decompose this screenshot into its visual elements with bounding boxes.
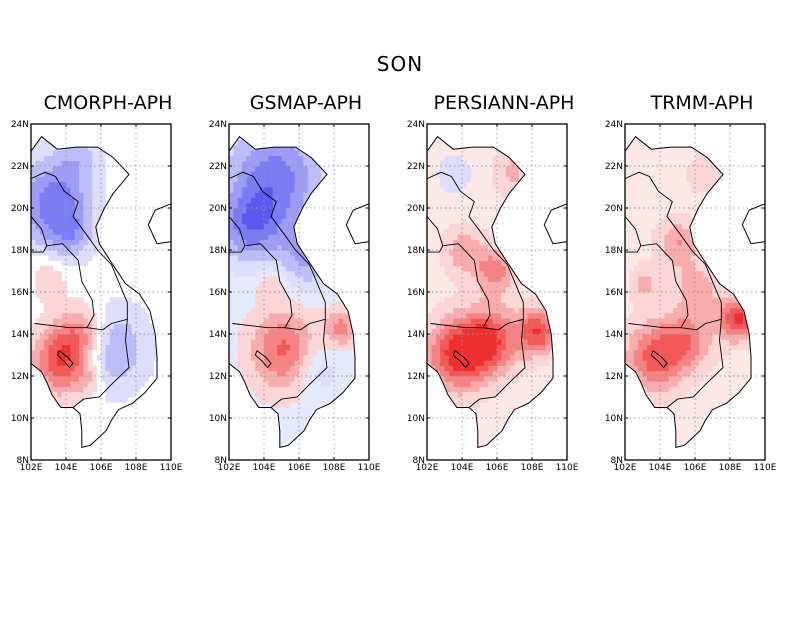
lat-tick-label: 8N xyxy=(215,456,227,466)
lat-tick-label: 10N xyxy=(209,414,227,424)
country-border xyxy=(624,171,724,408)
country-border xyxy=(625,245,642,253)
lon-tick-label: 104E xyxy=(451,463,474,473)
lat-tick-label: 18N xyxy=(209,246,227,256)
country-border xyxy=(31,245,48,253)
lon-tick-label: 106E xyxy=(90,463,113,473)
figure-title: SON xyxy=(376,52,424,76)
lat-tick-label: 16N xyxy=(11,288,29,298)
country-border xyxy=(30,216,95,328)
map-panel-trmm: TRMM-APH 8N 10N 12N 14N 16N 18N 20N 22N 24N 102E 1… xyxy=(605,90,792,480)
panel-title: TRMM-APH xyxy=(650,92,754,114)
lon-tick-label: 108E xyxy=(125,463,148,473)
coastline xyxy=(228,135,356,449)
lat-tick-label: 8N xyxy=(611,456,623,466)
panel-title: GSMAP-APH xyxy=(249,92,363,114)
country-border xyxy=(232,318,326,331)
lat-tick-label: 18N xyxy=(11,246,29,256)
lat-tick-label: 24N xyxy=(209,120,227,130)
lat-tick-label: 20N xyxy=(11,204,29,214)
lon-tick-label: 102E xyxy=(416,463,439,473)
country-border xyxy=(228,216,293,328)
lat-tick-label: 10N xyxy=(407,414,425,424)
lat-tick-label: 14N xyxy=(11,330,29,340)
map-trmm: 8N 10N 12N 14N 16N 18N 20N 22N 24N 102E 104E 106E 10… xyxy=(605,120,777,473)
lon-tick-label: 102E xyxy=(20,463,43,473)
panel-title: CMORPH-APH xyxy=(43,92,173,114)
lat-tick-label: 22N xyxy=(605,162,623,172)
lat-tick-label: 22N xyxy=(11,162,29,172)
country-border xyxy=(628,318,722,331)
map-persiann: 8N 10N 12N 14N 16N 18N 20N 22N 24N 102E 104E 106E 10… xyxy=(407,120,579,473)
lon-tick-label: 106E xyxy=(288,463,311,473)
lat-tick-label: 24N xyxy=(605,120,623,130)
country-border xyxy=(229,245,246,253)
panel-title: PERSIANN-APH xyxy=(433,92,575,114)
lat-tick-label: 10N xyxy=(605,414,623,424)
lat-tick-label: 12N xyxy=(407,372,425,382)
island-outline xyxy=(543,203,568,245)
lat-tick-label: 10N xyxy=(11,414,29,424)
lat-tick-label: 16N xyxy=(209,288,227,298)
lat-tick-label: 24N xyxy=(11,120,29,130)
lon-tick-label: 108E xyxy=(719,463,742,473)
lon-tick-label: 108E xyxy=(323,463,346,473)
lat-tick-label: 14N xyxy=(605,330,623,340)
country-border xyxy=(426,171,526,408)
map-panel-persiann: PERSIANN-APH 8N 10N 12N 14N 16N 18N 20N 22N 24N 1… xyxy=(407,90,594,480)
lat-tick-label: 12N xyxy=(209,372,227,382)
lat-tick-label: 22N xyxy=(407,162,425,172)
coastline xyxy=(624,135,752,449)
lat-tick-label: 20N xyxy=(209,204,227,214)
lon-tick-label: 106E xyxy=(684,463,707,473)
map-cmorph: 8N 10N 12N 14N 16N 18N 20N 22N 24N 102E 104E 106E 10… xyxy=(11,120,183,473)
lat-tick-label: 24N xyxy=(407,120,425,130)
lat-tick-label: 16N xyxy=(605,288,623,298)
coastline xyxy=(30,135,158,449)
lake-outline xyxy=(650,350,668,369)
country-border xyxy=(624,216,689,328)
lat-tick-label: 14N xyxy=(407,330,425,340)
lake-outline xyxy=(56,350,74,369)
lat-tick-label: 18N xyxy=(407,246,425,256)
map-gsmap: 8N 10N 12N 14N 16N 18N 20N 22N 24N 102E 104E 106E 10… xyxy=(209,120,381,473)
lon-tick-label: 110E xyxy=(358,463,381,473)
lat-tick-label: 14N xyxy=(209,330,227,340)
lat-tick-label: 20N xyxy=(605,204,623,214)
anomaly-field xyxy=(31,136,157,408)
coastline xyxy=(426,135,554,449)
lon-tick-label: 102E xyxy=(614,463,637,473)
lon-tick-label: 104E xyxy=(649,463,672,473)
lon-tick-label: 110E xyxy=(160,463,183,473)
lake-outline xyxy=(452,350,470,369)
country-border xyxy=(34,318,128,331)
island-outline xyxy=(345,203,370,245)
lat-tick-label: 20N xyxy=(407,204,425,214)
country-border xyxy=(228,171,328,408)
lat-tick-label: 12N xyxy=(605,372,623,382)
map-panel-gsmap: GSMAP-APH 8N 10N 12N 14N 16N 18N 20N 22N 24N 102E… xyxy=(209,90,396,480)
lon-tick-label: 110E xyxy=(754,463,777,473)
lon-tick-label: 102E xyxy=(218,463,241,473)
lat-tick-label: 18N xyxy=(605,246,623,256)
island-outline xyxy=(147,203,172,245)
lat-tick-label: 12N xyxy=(11,372,29,382)
lon-tick-label: 106E xyxy=(486,463,509,473)
country-border xyxy=(430,318,524,331)
country-border xyxy=(427,245,444,253)
country-border xyxy=(426,216,491,328)
lake-outline xyxy=(254,350,272,369)
island-outline xyxy=(741,203,766,245)
country-border xyxy=(30,171,130,408)
lon-tick-label: 104E xyxy=(55,463,78,473)
lat-tick-label: 8N xyxy=(413,456,425,466)
lon-tick-label: 110E xyxy=(556,463,579,473)
lat-tick-label: 8N xyxy=(17,456,29,466)
map-panel-cmorph: CMORPH-APH 8N 10N 12N 14N 16N 18N 20N 22N 24N 102… xyxy=(11,90,198,480)
lon-tick-label: 108E xyxy=(521,463,544,473)
lat-tick-label: 22N xyxy=(209,162,227,172)
lon-tick-label: 104E xyxy=(253,463,276,473)
lat-tick-label: 16N xyxy=(407,288,425,298)
